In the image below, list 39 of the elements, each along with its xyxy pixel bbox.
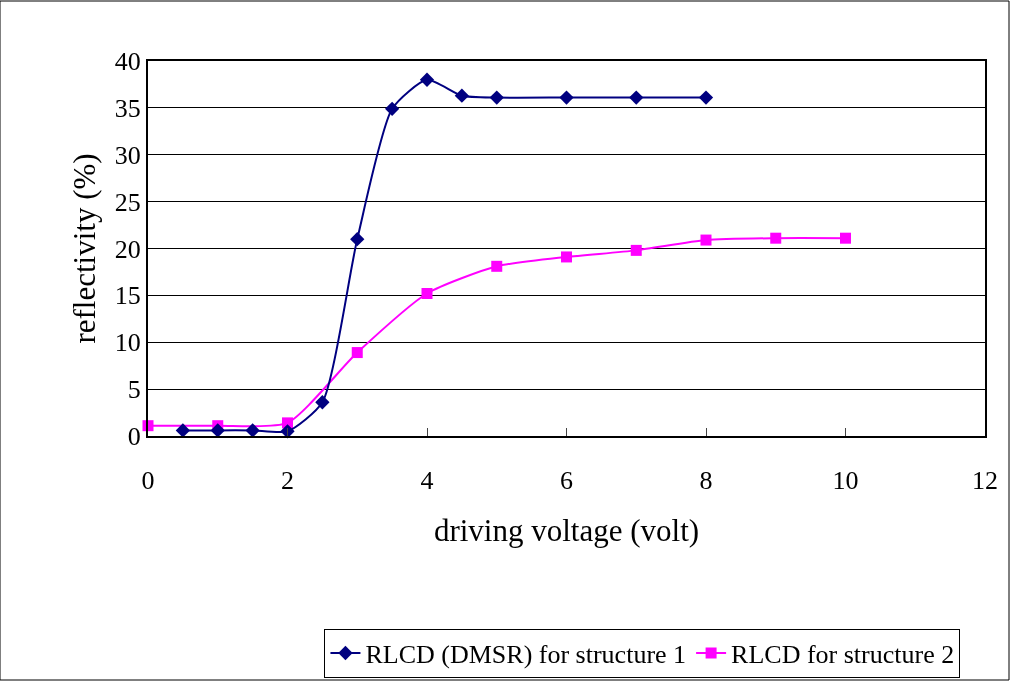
point: [245, 423, 260, 438]
point: [700, 234, 712, 246]
y-axis-title: reflectivity (%): [66, 153, 102, 344]
y-tick-label: 25: [114, 187, 141, 217]
point: [840, 232, 851, 244]
point: [384, 101, 400, 116]
x-axis-title: driving voltage (volt): [433, 512, 700, 548]
point: [175, 423, 191, 438]
x-tick-label: 2: [281, 466, 294, 496]
x-tick-label: 8: [699, 466, 713, 496]
point: [629, 90, 644, 105]
point: [770, 232, 782, 244]
point: [630, 244, 642, 256]
x-tick-label: 4: [420, 466, 434, 496]
point: [489, 90, 504, 105]
point: [491, 260, 503, 272]
legend-label: RLCD (DMSR) for structure 1: [365, 640, 687, 670]
point: [698, 90, 714, 105]
point: [421, 288, 433, 299]
y-tick-label: 10: [114, 328, 141, 358]
point: [561, 251, 572, 263]
point: [454, 88, 470, 103]
y-tick-label: 0: [127, 422, 141, 452]
y-tick-label: 35: [114, 93, 141, 123]
point: [559, 90, 574, 105]
y-tick-label: 30: [114, 140, 141, 170]
y-tick-label: 40: [114, 47, 141, 77]
y-tick-label: 15: [114, 281, 141, 311]
x-tick-label: 6: [560, 466, 573, 496]
point: [419, 72, 435, 87]
point: [350, 231, 365, 247]
y-tick-label: 20: [114, 234, 141, 264]
legend-label: RLCD for structure 2: [731, 640, 955, 670]
y-tick-label: 5: [127, 375, 141, 405]
x-tick-label: 12: [972, 466, 998, 496]
x-tick-label: 10: [832, 466, 859, 496]
point: [210, 423, 225, 438]
point: [351, 347, 363, 359]
point: [315, 395, 330, 410]
